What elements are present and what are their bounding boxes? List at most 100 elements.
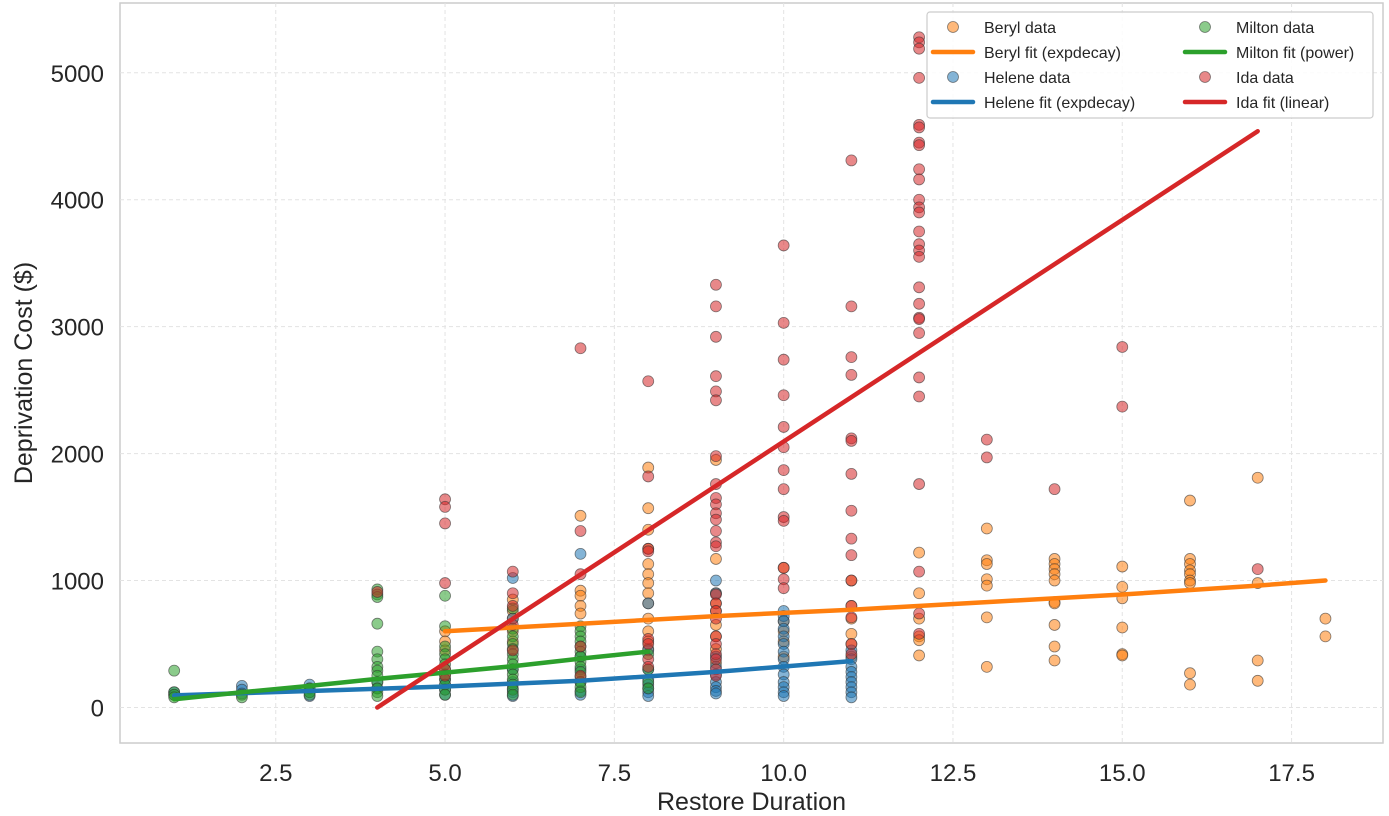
data-point: [845, 154, 858, 167]
data-point: [980, 451, 993, 464]
x-axis-label: Restore Duration: [657, 788, 846, 816]
legend-item: Milton data: [1199, 20, 1314, 37]
data-point: [913, 371, 926, 384]
data-point: [1184, 678, 1196, 691]
data-point: [913, 139, 926, 152]
legend-label: Beryl data: [984, 20, 1056, 37]
data-point: [1184, 494, 1196, 507]
data-point: [439, 501, 451, 513]
y-axis-ticks: 0 1000 2000 3000 4000 5000: [51, 61, 104, 723]
data-point: [845, 369, 858, 381]
x-tick-label: 12.5: [930, 760, 977, 787]
data-point: [642, 577, 655, 589]
data-point: [642, 660, 655, 673]
data-point: [1116, 580, 1129, 593]
x-tick-label: 10.0: [760, 760, 807, 787]
data-point: [1184, 667, 1196, 680]
data-point: [642, 638, 655, 650]
data-point: [1116, 560, 1129, 573]
data-point: [710, 450, 722, 463]
legend-marker-icon: [1199, 21, 1211, 33]
data-point: [980, 433, 993, 446]
data-point: [845, 351, 858, 364]
data-point: [574, 525, 587, 537]
data-point: [710, 370, 722, 383]
data-point: [710, 553, 722, 565]
data-point: [506, 644, 519, 657]
data-point: [913, 173, 926, 186]
data-point: [845, 627, 858, 640]
legend-label: Beryl fit (expdecay): [984, 45, 1121, 62]
data-point: [913, 649, 926, 662]
data-point: [574, 509, 587, 522]
data-point: [439, 589, 451, 602]
x-tick-label: 17.5: [1268, 760, 1315, 787]
data-point: [574, 607, 587, 620]
y-tick-label: 4000: [51, 188, 104, 215]
data-point: [913, 163, 926, 176]
data-point: [913, 42, 926, 55]
data-point: [710, 574, 722, 587]
data-point: [913, 327, 926, 339]
legend-label: Ida data: [1236, 70, 1294, 87]
legend: Beryl data Beryl fit (expdecay) Helene dat…: [926, 11, 1374, 119]
data-point: [506, 587, 519, 600]
data-point: [845, 435, 858, 447]
data-point: [913, 225, 926, 238]
data-point: [777, 483, 790, 496]
data-point: [439, 517, 451, 530]
data-point: [1319, 612, 1332, 625]
data-point: [777, 561, 790, 574]
legend-item: Ida fit (linear): [1182, 95, 1329, 112]
x-tick-label: 5.0: [428, 760, 461, 787]
fit-line-milton-fit-power-: [171, 649, 651, 702]
data-point: [845, 549, 858, 562]
data-point: [845, 574, 858, 587]
data-point: [913, 297, 926, 310]
data-point: [574, 547, 587, 560]
data-point: [1048, 574, 1061, 587]
data-point: [777, 353, 790, 366]
data-point: [1048, 619, 1061, 631]
data-point: [980, 660, 993, 673]
data-point: [913, 121, 926, 134]
data-point: [642, 597, 655, 610]
data-point: [710, 278, 722, 291]
data-point: [371, 690, 384, 702]
data-point: [1048, 483, 1061, 496]
data-point: [777, 389, 790, 402]
data-point: [980, 558, 993, 570]
data-point: [845, 691, 858, 704]
legend-box: [926, 11, 1374, 119]
fit-line-ida-fit-linear-: [375, 128, 1260, 710]
data-point: [574, 686, 587, 699]
y-axis-label: Deprivation Cost ($): [10, 262, 38, 484]
data-point: [710, 540, 722, 553]
data-point: [710, 653, 722, 666]
data-point: [574, 342, 587, 355]
data-point: [777, 316, 790, 329]
data-point: [1251, 563, 1264, 576]
y-tick-label: 0: [91, 695, 104, 722]
data-point: [642, 587, 655, 600]
data-point: [913, 627, 926, 640]
data-point: [845, 468, 858, 480]
data-point: [913, 250, 926, 263]
y-tick-label: 1000: [51, 569, 104, 596]
y-tick-label: 5000: [51, 61, 104, 88]
legend-marker-icon: [947, 21, 959, 33]
x-tick-label: 7.5: [598, 760, 631, 787]
data-point: [642, 502, 655, 515]
data-point: [1184, 577, 1196, 589]
data-point: [777, 421, 790, 433]
data-point: [1116, 621, 1129, 634]
data-point: [1048, 654, 1061, 667]
data-point: [1116, 649, 1129, 662]
data-point: [845, 532, 858, 545]
data-point: [913, 546, 926, 559]
data-point: [913, 390, 926, 403]
data-point: [710, 394, 722, 407]
data-point: [845, 611, 858, 624]
legend-item: Milton fit (power): [1182, 45, 1354, 62]
